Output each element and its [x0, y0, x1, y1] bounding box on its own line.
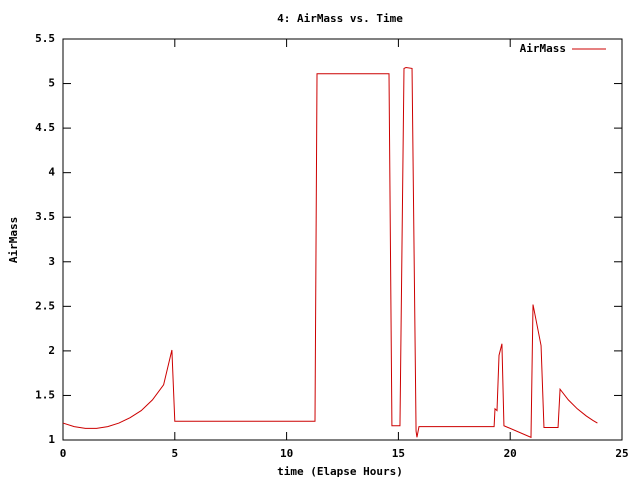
y-tick-label: 2.5 [35, 299, 55, 312]
legend-label: AirMass [520, 42, 566, 55]
x-tick-label: 10 [280, 447, 293, 460]
y-tick-label: 5.5 [35, 32, 55, 45]
chart-title: 4: AirMass vs. Time [277, 12, 403, 25]
y-tick-label: 5 [48, 77, 55, 90]
x-tick-label: 15 [392, 447, 405, 460]
data-line [62, 66, 598, 439]
y-tick-label: 2 [48, 344, 55, 357]
y-axis-label: AirMass [7, 217, 20, 263]
y-tick-label: 4 [48, 166, 55, 179]
x-tick-label: 0 [60, 447, 67, 460]
y-tick-label: 1 [48, 433, 55, 446]
x-tick-label: 20 [504, 447, 517, 460]
y-tick-label: 4.5 [35, 121, 55, 134]
y-tick-label: 3 [48, 255, 55, 268]
x-tick-label: 25 [615, 447, 628, 460]
x-tick-label: 5 [171, 447, 178, 460]
plot-border [62, 38, 623, 441]
y-tick-label: 3.5 [35, 210, 55, 223]
x-axis-label: time (Elapse Hours) [277, 465, 403, 478]
y-tick-label: 1.5 [35, 388, 55, 401]
